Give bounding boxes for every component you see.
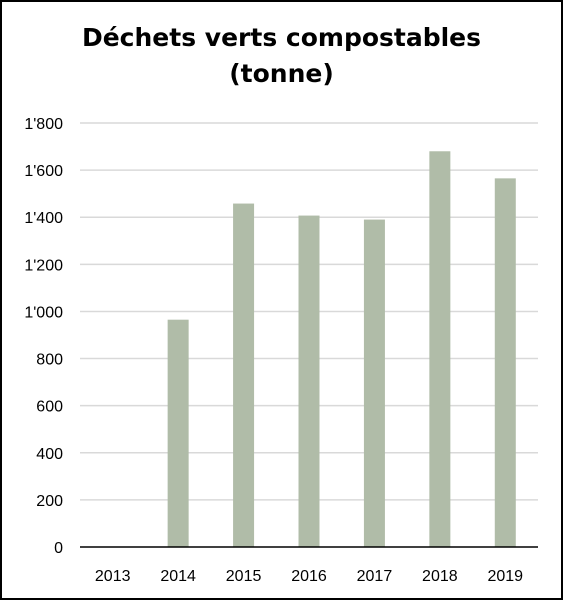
y-tick-label: 1'200 <box>24 257 63 274</box>
y-tick-label: 1'000 <box>24 304 63 321</box>
bar <box>363 219 385 548</box>
x-tick-label: 2016 <box>291 568 327 585</box>
y-tick-label: 400 <box>36 446 63 463</box>
chart-title-block: Déchets verts compostables (tonne) <box>0 20 563 92</box>
bar <box>167 319 189 547</box>
y-tick-label: 1'800 <box>24 116 63 133</box>
x-tick-label: 2018 <box>422 568 458 585</box>
x-tick-label: 2014 <box>160 568 196 585</box>
bar <box>429 151 451 547</box>
x-tick-label: 2019 <box>487 568 523 585</box>
bar <box>298 215 320 547</box>
x-tick-label: 2017 <box>357 568 393 585</box>
y-tick-label: 600 <box>36 399 63 416</box>
chart-title: Déchets verts compostables <box>81 23 482 52</box>
chart-subtitle: (tonne) <box>229 59 334 88</box>
y-tick-label: 1'600 <box>24 163 63 180</box>
y-tick-label: 1'400 <box>24 210 63 227</box>
x-tick-label: 2015 <box>226 568 262 585</box>
x-tick-label: 2013 <box>95 568 131 585</box>
y-tick-label: 0 <box>54 540 63 557</box>
bar <box>494 178 516 547</box>
bar <box>233 203 255 547</box>
y-tick-label: 800 <box>36 352 63 369</box>
y-tick-label: 200 <box>36 493 63 510</box>
